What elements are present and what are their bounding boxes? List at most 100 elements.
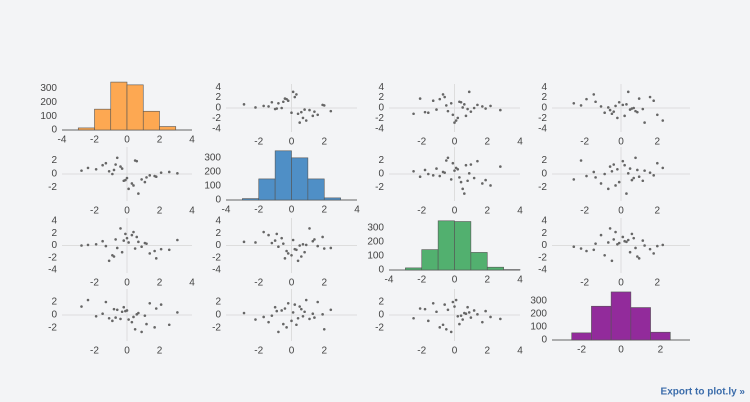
point <box>456 167 460 171</box>
bar <box>323 197 341 201</box>
point <box>135 235 139 239</box>
point <box>612 238 616 241</box>
point <box>101 239 104 243</box>
x-tick-label: 4 <box>517 206 523 217</box>
x-tick-label: -2 <box>580 206 589 217</box>
point <box>148 252 152 255</box>
point <box>132 230 135 234</box>
point <box>608 108 612 112</box>
point <box>321 313 324 316</box>
point <box>466 107 469 111</box>
point <box>286 302 290 305</box>
point <box>599 105 603 108</box>
point <box>445 104 448 107</box>
point <box>606 241 610 244</box>
point <box>606 187 610 191</box>
point <box>435 310 438 314</box>
point <box>449 178 453 181</box>
point <box>446 308 450 312</box>
point <box>311 239 315 243</box>
y-tick-label: 4 <box>378 82 384 93</box>
point <box>625 240 628 244</box>
point <box>652 99 655 102</box>
point <box>454 298 458 302</box>
x-tick-label: 0 <box>452 346 458 357</box>
point <box>464 114 468 118</box>
point <box>572 178 576 181</box>
x-tick-label: 0 <box>452 275 458 286</box>
point <box>316 244 320 248</box>
point <box>467 172 471 175</box>
point <box>461 106 464 109</box>
x-tick-label: 2 <box>484 206 490 217</box>
point <box>112 307 116 311</box>
point <box>143 314 147 317</box>
point <box>285 249 288 253</box>
point <box>167 170 171 174</box>
x-tick-label: -2 <box>254 137 263 148</box>
point <box>441 323 445 327</box>
y-tick-label: 2 <box>51 228 57 239</box>
x-tick-label: 2 <box>655 137 661 148</box>
bar <box>142 110 160 131</box>
point <box>120 167 124 170</box>
point <box>643 121 646 124</box>
point <box>298 305 301 308</box>
point <box>443 95 446 99</box>
y-tick-label: 300 <box>40 83 57 94</box>
x-tick-label: 2 <box>157 346 163 357</box>
point <box>612 163 616 166</box>
point <box>140 330 143 334</box>
point <box>594 242 597 245</box>
x-tick-label: 0 <box>618 137 624 148</box>
point <box>267 233 270 237</box>
point <box>133 159 137 162</box>
point <box>648 95 652 99</box>
point <box>273 239 277 242</box>
point <box>300 307 303 311</box>
point <box>127 187 130 191</box>
point <box>137 311 140 315</box>
y-tick-label: 4 <box>215 82 221 93</box>
point <box>472 176 476 180</box>
point <box>454 119 458 122</box>
point <box>148 174 152 177</box>
point <box>277 102 280 105</box>
x-tick-label: -4 <box>222 205 231 216</box>
point <box>572 102 576 105</box>
export-link[interactable]: Export to plot.ly » <box>661 387 746 398</box>
point <box>632 176 636 180</box>
point <box>322 247 326 250</box>
point <box>458 176 461 179</box>
x-tick-label: 4 <box>189 206 195 217</box>
point <box>628 250 632 254</box>
point <box>115 308 119 312</box>
point <box>111 172 114 176</box>
x-tick-label: 2 <box>658 345 664 356</box>
x-tick-label: 2 <box>484 346 490 357</box>
point <box>107 316 111 320</box>
point <box>290 111 293 114</box>
y-tick-label: -2 <box>48 252 57 263</box>
bar <box>77 127 95 131</box>
point <box>579 104 583 107</box>
point <box>290 319 293 323</box>
point <box>296 316 300 320</box>
y-tick-label: 0 <box>51 169 57 180</box>
point <box>301 116 305 120</box>
bar <box>159 126 177 131</box>
point <box>446 156 450 160</box>
point <box>119 227 122 230</box>
point <box>423 168 427 172</box>
point <box>467 90 471 94</box>
x-tick-label: -2 <box>254 278 263 289</box>
point <box>453 169 456 172</box>
y-tick-label: -4 <box>212 124 221 135</box>
point <box>301 315 305 318</box>
x-tick-label: 0 <box>124 206 130 217</box>
x-tick-label: -2 <box>254 205 263 216</box>
y-tick-label: 2 <box>541 155 547 166</box>
y-tick-label: 2 <box>378 297 384 308</box>
point <box>636 255 639 258</box>
